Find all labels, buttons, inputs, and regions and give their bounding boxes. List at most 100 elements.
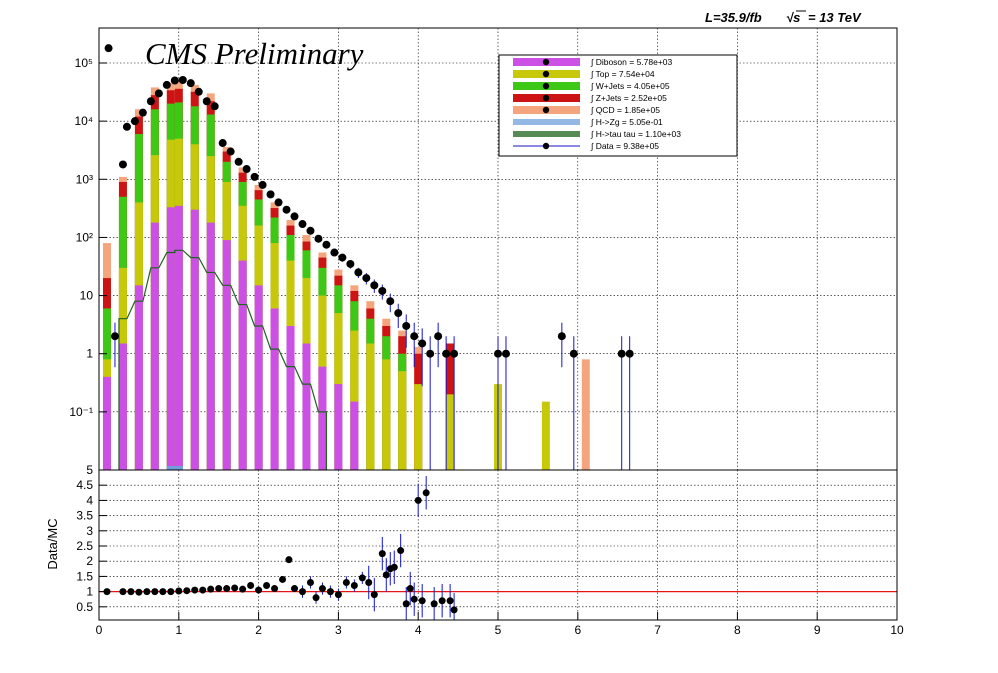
legend-label-z-jets: ∫ Z+Jets = 2.52e+05: [590, 93, 667, 103]
bar-diboson: [270, 308, 279, 470]
bar-top: [414, 384, 423, 470]
data-point: [617, 349, 626, 358]
data-point: [162, 80, 171, 89]
ratio-point: [291, 585, 299, 593]
bar-diboson: [174, 205, 183, 470]
bar-diboson: [190, 209, 199, 470]
bar-diboson: [286, 325, 295, 470]
ratio-point: [263, 582, 271, 590]
data-point: [346, 259, 355, 268]
ratio-point: [175, 587, 183, 595]
ratio-point: [271, 585, 279, 593]
ratio-point: [397, 547, 405, 555]
data-point: [146, 97, 155, 106]
bar-diboson: [166, 207, 175, 471]
ratio-point: [370, 591, 378, 599]
x-tick-label: 3: [335, 623, 342, 637]
bar-diboson: [334, 384, 343, 470]
ratio-point: [135, 588, 143, 596]
x-tick-label: 5: [495, 623, 502, 637]
data-point: [110, 332, 119, 341]
data-point: [426, 349, 435, 358]
data-point: [130, 117, 139, 126]
ratio-point: [298, 588, 306, 596]
data-point: [625, 349, 634, 358]
ratio-point: [312, 594, 320, 602]
ratio-point: [382, 571, 390, 579]
ratio-data-points: [103, 476, 458, 620]
ratio-point: [446, 597, 454, 605]
data-point: [418, 339, 427, 348]
bar-top: [350, 330, 359, 470]
main-y-tick-label: 10³: [76, 172, 93, 186]
ratio-point: [215, 585, 223, 593]
data-point: [410, 332, 419, 341]
data-point: [282, 205, 291, 214]
data-point: [298, 220, 307, 229]
ratio-point: [430, 600, 438, 608]
ratio-y-axis-label: Data/MC: [45, 518, 60, 569]
bar-h-zg: [174, 466, 183, 470]
data-point: [290, 212, 299, 221]
data-point: [378, 286, 387, 295]
legend-label-top: ∫ Top = 7.54e+04: [590, 69, 655, 79]
ratio-y-tick-label: 2.5: [76, 539, 93, 553]
data-point: [138, 108, 147, 117]
bar-top: [541, 401, 550, 470]
legend-marker: [542, 82, 550, 90]
luminosity-label: L=35.9/fb: [705, 10, 762, 25]
data-point: [362, 274, 371, 283]
bar-diboson: [222, 240, 231, 470]
data-point: [354, 268, 363, 277]
bar-diboson: [150, 222, 159, 470]
cms-watermark: CMS Preliminary: [145, 36, 364, 71]
ratio-point: [342, 578, 350, 586]
data-point: [186, 79, 195, 88]
ratio-point: [450, 606, 458, 614]
data-point: [386, 297, 395, 306]
ratio-y-ticks: 0.51 1.522.533.5 44.55: [76, 463, 107, 614]
ratio-point: [422, 489, 430, 497]
legend-marker: [542, 70, 550, 78]
x-tick-label: 9: [814, 623, 821, 637]
main-y-ticks: 10⁻¹ 1 10 10² 10³ 10⁴ 10⁵: [69, 56, 107, 419]
data-point: [218, 139, 227, 148]
ratio-point: [255, 586, 263, 594]
legend-swatch-h-zg: [513, 119, 580, 125]
x-tick-label: 8: [734, 623, 741, 637]
ratio-point: [127, 588, 135, 596]
legend-marker: [542, 94, 550, 102]
main-y-tick-label: 10: [80, 289, 94, 303]
ratio-point: [247, 582, 255, 590]
bar-diboson: [134, 285, 143, 470]
bar-diboson: [238, 260, 247, 470]
x-tick-label: 0: [96, 623, 103, 637]
legend-marker: [542, 106, 550, 114]
ratio-point: [223, 585, 231, 593]
bar-diboson: [254, 285, 263, 470]
legend-label-qcd: ∫ QCD = 1.85e+05: [590, 105, 660, 115]
data-point: [314, 234, 323, 243]
ratio-point: [285, 556, 293, 564]
ratio-y-tick-label: 3: [86, 524, 93, 538]
main-histogram-bars: [102, 81, 590, 471]
main-y-tick-label: 10⁵: [75, 56, 93, 70]
bar-top: [398, 371, 407, 470]
bar-diboson: [118, 343, 127, 470]
data-point: [494, 349, 502, 358]
x-tick-label: 7: [654, 623, 661, 637]
data-point: [118, 160, 127, 169]
main-y-tick-label: 1: [86, 347, 93, 361]
legend-marker: [542, 142, 550, 150]
data-point: [202, 97, 211, 106]
data-point: [234, 157, 243, 166]
ratio-point: [418, 597, 426, 605]
data-point: [402, 321, 411, 330]
legend-label-data: ∫ Data = 9.38e+05: [590, 141, 659, 151]
ratio-point: [414, 496, 422, 504]
ratio-point: [326, 588, 334, 596]
data-point: [242, 165, 251, 174]
ratio-point: [390, 563, 398, 571]
x-tick-label: 4: [415, 623, 422, 637]
